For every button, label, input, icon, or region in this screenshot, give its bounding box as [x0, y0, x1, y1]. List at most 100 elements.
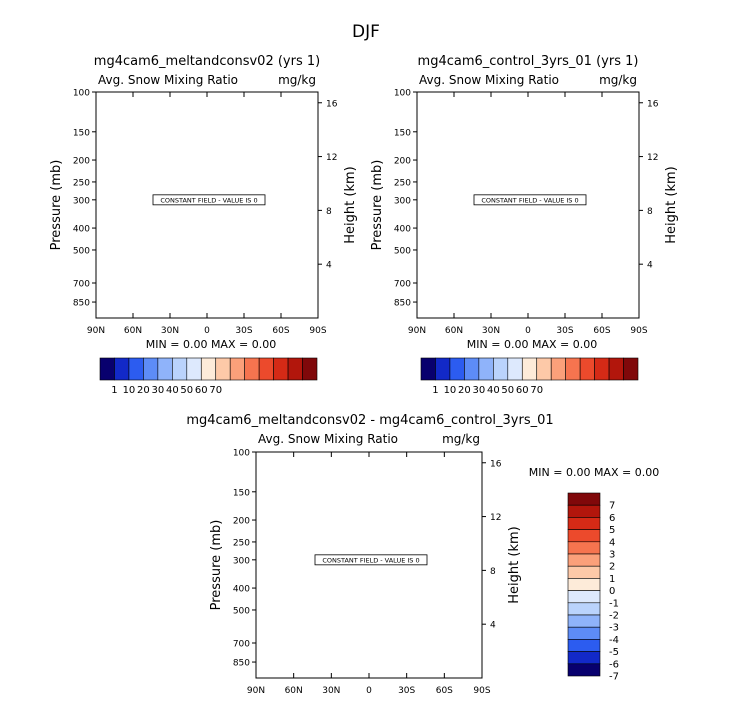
- colorbar-label: -2: [609, 611, 619, 622]
- colorbar-swatch: [579, 357, 595, 381]
- colorbar-swatch: [478, 357, 494, 381]
- colorbar-label: 30: [151, 385, 164, 396]
- colorbar-label: 2: [609, 562, 615, 573]
- x-tick-label: 60S: [593, 326, 610, 336]
- height-tick-label: 8: [490, 567, 496, 577]
- colorbar-label: 10: [444, 385, 457, 396]
- y-tick-label: 250: [73, 178, 90, 188]
- colorbar-label: 1: [111, 385, 117, 396]
- x-tick-label: 30N: [161, 326, 179, 336]
- colorbar-swatch: [550, 357, 566, 381]
- min-max-stats: MIN = 0.00 MAX = 0.00: [529, 466, 659, 479]
- panel-subtitle-variable: Avg. Snow Mixing Ratio: [419, 73, 559, 87]
- x-tick-label: 30S: [235, 326, 252, 336]
- colorbar-swatch: [567, 565, 601, 579]
- y-tick-label: 500: [394, 246, 411, 256]
- panel-subtitle-units: mg/kg: [599, 73, 637, 87]
- y-tick-label: 250: [233, 538, 250, 548]
- colorbar-swatch: [464, 357, 480, 381]
- annotation-box: [473, 194, 587, 206]
- colorbar-label: 20: [458, 385, 471, 396]
- height-tick-label: 16: [326, 99, 338, 109]
- height-tick-label: 4: [647, 261, 653, 271]
- colorbar-label: 20: [137, 385, 150, 396]
- y-tick-label: 100: [73, 89, 90, 99]
- colorbar-swatch: [200, 357, 217, 381]
- y-tick-label: 400: [394, 225, 411, 235]
- colorbar-label: 40: [166, 385, 179, 396]
- x-tick-label: 90N: [247, 686, 265, 696]
- colorbar-swatch: [128, 357, 144, 381]
- min-max-stats: MIN = 0.00 MAX = 0.00: [146, 338, 276, 351]
- colorbar-label: 1: [609, 574, 615, 585]
- y-tick-label: 300: [73, 196, 90, 206]
- colorbar-swatch: [567, 504, 601, 518]
- y-tick-label: 700: [73, 279, 90, 289]
- colorbar-swatch: [567, 626, 601, 640]
- y-tick-label: 150: [233, 488, 250, 498]
- colorbar-label: -7: [609, 672, 619, 683]
- colorbar-swatch: [567, 602, 601, 616]
- colorbar-label: 60: [195, 385, 208, 396]
- colorbar-swatch: [229, 357, 245, 381]
- x-tick-label: 30S: [556, 326, 573, 336]
- x-tick-label: 30N: [482, 326, 500, 336]
- height-tick-label: 16: [490, 459, 502, 469]
- colorbar-swatch: [186, 357, 202, 381]
- colorbar-label: 10: [123, 385, 136, 396]
- y-tick-label: 300: [233, 556, 250, 566]
- y-tick-label: 100: [394, 89, 411, 99]
- y-tick-label: 400: [73, 225, 90, 235]
- annotation-text: CONSTANT FIELD - VALUE IS 0: [322, 556, 419, 564]
- panel-subtitle-units: mg/kg: [278, 73, 316, 87]
- colorbar-swatch: [594, 357, 610, 381]
- colorbar-swatch: [567, 663, 601, 677]
- x-tick-label: 90N: [408, 326, 426, 336]
- colorbar-swatch: [143, 357, 159, 381]
- colorbar-swatch: [114, 357, 130, 381]
- y-axis-title: Pressure (mb): [370, 160, 385, 251]
- colorbar-swatch: [157, 357, 173, 381]
- x-tick-label: 60S: [272, 326, 289, 336]
- y-tick-label: 850: [73, 299, 90, 309]
- colorbar-swatch: [302, 357, 318, 381]
- panel-subtitle-variable: Avg. Snow Mixing Ratio: [258, 432, 398, 446]
- y-tick-label: 400: [233, 585, 250, 595]
- y-tick-label: 850: [394, 299, 411, 309]
- y-tick-label: 200: [73, 157, 90, 167]
- height-tick-label: 8: [326, 207, 332, 217]
- y-tick-label: 200: [233, 517, 250, 527]
- colorbar-label: 1: [432, 385, 438, 396]
- panel-subtitle-units: mg/kg: [442, 432, 480, 446]
- x-tick-label: 30S: [398, 686, 415, 696]
- panel-title: mg4cam6_control_3yrs_01 (yrs 1): [418, 54, 639, 69]
- y-tick-label: 200: [394, 157, 411, 167]
- colorbar-swatch: [258, 357, 274, 381]
- colorbar-swatch: [244, 357, 260, 381]
- colorbar-swatch: [536, 357, 552, 381]
- y-axis-title: Pressure (mb): [49, 160, 64, 251]
- colorbar-swatch: [567, 517, 601, 530]
- x-tick-label: 0: [204, 326, 210, 336]
- height-tick-label: 12: [326, 153, 337, 163]
- colorbar-label: -6: [609, 659, 619, 670]
- colorbar-label: 4: [609, 537, 615, 548]
- colorbar-label: -5: [609, 647, 619, 658]
- colorbar-label: 6: [609, 513, 615, 524]
- y-tick-label: 250: [394, 178, 411, 188]
- colorbar-swatch: [273, 357, 289, 381]
- height-tick-label: 12: [647, 153, 658, 163]
- x-tick-label: 90S: [473, 686, 490, 696]
- y-tick-label: 150: [73, 128, 90, 138]
- colorbar-label: -4: [609, 635, 619, 646]
- height-tick-label: 12: [490, 513, 501, 523]
- annotation-box: [314, 554, 428, 566]
- colorbar: 1 10 20 30 40 50 60 70: [99, 357, 318, 396]
- colorbar-label: 60: [516, 385, 529, 396]
- min-max-stats: MIN = 0.00 MAX = 0.00: [467, 338, 597, 351]
- x-tick-label: 90S: [309, 326, 326, 336]
- colorbar-label: 40: [487, 385, 500, 396]
- y-tick-label: 300: [394, 196, 411, 206]
- colorbar-label: 70: [209, 385, 222, 396]
- colorbar-swatch: [449, 357, 465, 381]
